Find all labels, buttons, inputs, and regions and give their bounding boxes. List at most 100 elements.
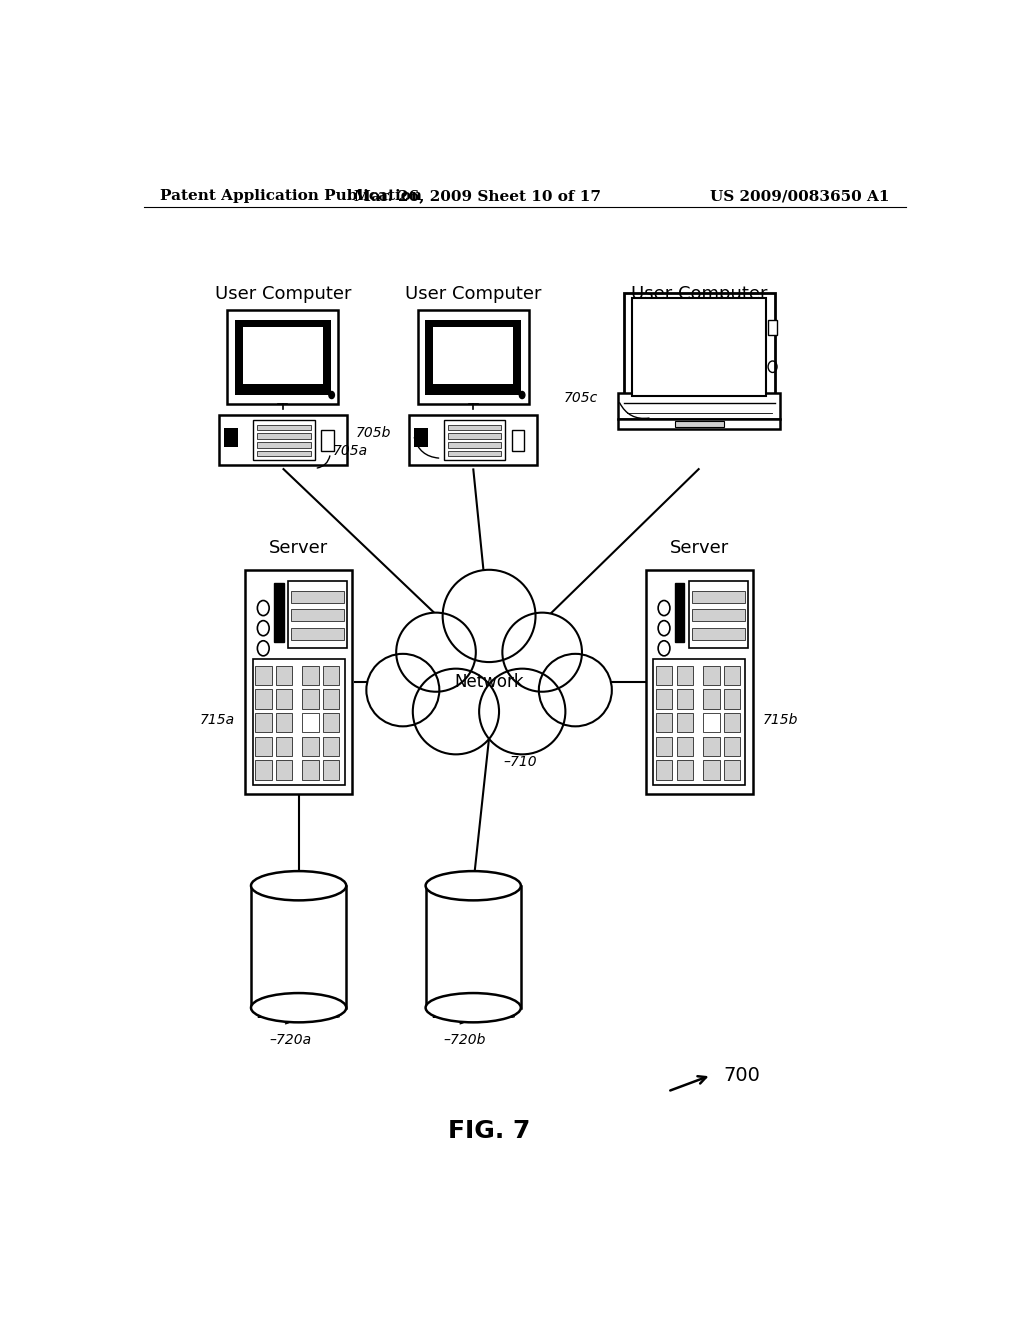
Ellipse shape: [251, 993, 346, 1022]
Text: 705c: 705c: [563, 391, 598, 405]
FancyBboxPatch shape: [323, 689, 339, 709]
FancyBboxPatch shape: [443, 420, 505, 459]
FancyBboxPatch shape: [257, 425, 311, 430]
Text: Database: Database: [430, 1005, 516, 1022]
FancyBboxPatch shape: [288, 581, 347, 648]
FancyBboxPatch shape: [219, 414, 347, 465]
FancyBboxPatch shape: [677, 737, 693, 756]
Text: User Computer: User Computer: [214, 285, 351, 302]
Text: Database: Database: [256, 1005, 342, 1022]
FancyBboxPatch shape: [512, 430, 524, 450]
FancyBboxPatch shape: [724, 689, 740, 709]
FancyBboxPatch shape: [677, 713, 693, 733]
FancyBboxPatch shape: [255, 665, 271, 685]
FancyBboxPatch shape: [675, 421, 724, 428]
FancyBboxPatch shape: [275, 737, 292, 756]
FancyBboxPatch shape: [425, 319, 521, 395]
Text: 715a: 715a: [200, 714, 236, 727]
FancyBboxPatch shape: [323, 713, 339, 733]
Circle shape: [519, 392, 525, 399]
Ellipse shape: [426, 993, 521, 1022]
FancyBboxPatch shape: [323, 665, 339, 685]
FancyBboxPatch shape: [323, 737, 339, 756]
FancyBboxPatch shape: [691, 628, 744, 640]
Text: Server: Server: [269, 539, 329, 557]
FancyBboxPatch shape: [656, 760, 673, 780]
FancyBboxPatch shape: [632, 297, 767, 396]
FancyBboxPatch shape: [274, 583, 284, 642]
Ellipse shape: [503, 612, 582, 692]
Text: User Computer: User Computer: [631, 285, 768, 302]
FancyBboxPatch shape: [227, 310, 338, 404]
FancyBboxPatch shape: [618, 393, 780, 420]
FancyBboxPatch shape: [418, 310, 528, 404]
FancyBboxPatch shape: [656, 689, 673, 709]
FancyBboxPatch shape: [724, 760, 740, 780]
FancyBboxPatch shape: [291, 590, 344, 603]
Ellipse shape: [251, 871, 346, 900]
FancyBboxPatch shape: [257, 451, 311, 457]
Ellipse shape: [539, 653, 611, 726]
Text: 700: 700: [723, 1065, 760, 1085]
Ellipse shape: [442, 570, 536, 663]
FancyBboxPatch shape: [656, 665, 673, 685]
FancyBboxPatch shape: [291, 628, 344, 640]
Text: –720b: –720b: [443, 1032, 486, 1047]
Text: 705b: 705b: [356, 426, 391, 440]
FancyBboxPatch shape: [275, 689, 292, 709]
Text: US 2009/0083650 A1: US 2009/0083650 A1: [711, 189, 890, 203]
FancyBboxPatch shape: [415, 428, 428, 447]
FancyBboxPatch shape: [433, 327, 513, 384]
FancyBboxPatch shape: [291, 610, 344, 622]
Text: Network: Network: [455, 673, 524, 690]
Text: 715b: 715b: [763, 714, 799, 727]
Text: 705a: 705a: [333, 444, 368, 458]
FancyBboxPatch shape: [447, 425, 502, 430]
FancyBboxPatch shape: [703, 665, 720, 685]
FancyBboxPatch shape: [677, 689, 693, 709]
FancyBboxPatch shape: [224, 428, 238, 447]
FancyBboxPatch shape: [257, 433, 311, 438]
FancyBboxPatch shape: [255, 713, 271, 733]
FancyBboxPatch shape: [426, 886, 521, 1007]
FancyBboxPatch shape: [653, 660, 745, 784]
FancyBboxPatch shape: [302, 713, 318, 733]
FancyBboxPatch shape: [255, 737, 271, 756]
FancyBboxPatch shape: [302, 760, 318, 780]
FancyBboxPatch shape: [275, 665, 292, 685]
FancyBboxPatch shape: [646, 570, 753, 793]
FancyBboxPatch shape: [689, 581, 748, 648]
FancyBboxPatch shape: [275, 760, 292, 780]
FancyBboxPatch shape: [447, 433, 502, 438]
FancyBboxPatch shape: [323, 760, 339, 780]
FancyBboxPatch shape: [703, 737, 720, 756]
FancyBboxPatch shape: [656, 713, 673, 733]
FancyBboxPatch shape: [253, 660, 345, 784]
FancyBboxPatch shape: [703, 760, 720, 780]
FancyBboxPatch shape: [724, 737, 740, 756]
FancyBboxPatch shape: [703, 713, 720, 733]
FancyBboxPatch shape: [302, 689, 318, 709]
FancyBboxPatch shape: [255, 760, 271, 780]
FancyBboxPatch shape: [768, 321, 777, 335]
FancyBboxPatch shape: [642, 305, 757, 387]
FancyBboxPatch shape: [677, 760, 693, 780]
Text: User Computer: User Computer: [404, 285, 542, 302]
FancyBboxPatch shape: [691, 590, 744, 603]
FancyBboxPatch shape: [703, 689, 720, 709]
FancyBboxPatch shape: [447, 442, 502, 447]
Ellipse shape: [479, 669, 565, 754]
Ellipse shape: [396, 612, 476, 692]
FancyBboxPatch shape: [302, 665, 318, 685]
FancyBboxPatch shape: [618, 420, 780, 429]
FancyBboxPatch shape: [447, 451, 502, 457]
Circle shape: [329, 392, 335, 399]
FancyBboxPatch shape: [624, 293, 775, 403]
FancyBboxPatch shape: [302, 737, 318, 756]
Text: Mar. 26, 2009 Sheet 10 of 17: Mar. 26, 2009 Sheet 10 of 17: [353, 189, 601, 203]
FancyBboxPatch shape: [243, 327, 323, 384]
FancyBboxPatch shape: [675, 583, 684, 642]
FancyBboxPatch shape: [677, 665, 693, 685]
FancyBboxPatch shape: [257, 442, 311, 447]
Ellipse shape: [367, 653, 439, 726]
